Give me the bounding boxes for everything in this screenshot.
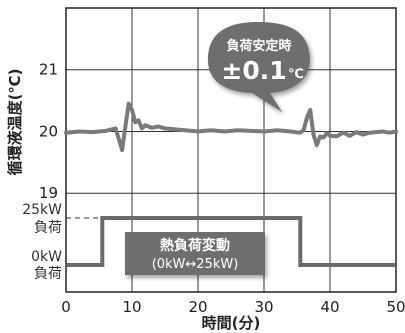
y-tick-label-20: 20 [39, 122, 58, 140]
load-label-25kw-suffix: 負荷 [34, 220, 62, 236]
stable-annotation-bubble [208, 22, 310, 112]
series-load-line [67, 216, 395, 267]
load-change-range: (0kW↔25kW) [152, 257, 239, 272]
x-tick-label-20: 20 [188, 298, 207, 316]
stable-annotation-value: ±0.1 [221, 56, 286, 85]
x-tick-label-0: 0 [61, 298, 71, 316]
load-change-title: 熱負荷変動 [160, 237, 230, 254]
y-tick-label-19: 19 [39, 184, 58, 202]
stable-annotation-title: 負荷安定時 [226, 38, 291, 54]
y-tick-label-21: 21 [39, 61, 58, 79]
x-tick-label-30: 30 [254, 298, 273, 316]
x-tick-label-10: 10 [122, 298, 141, 316]
y-tick-labels: 19 20 21 [39, 61, 58, 202]
x-tick-labels: 0 10 20 30 40 50 [61, 298, 405, 316]
x-tick-label-50: 50 [386, 298, 405, 316]
x-axis-label: 時間(分) [202, 314, 261, 332]
x-tick-label-40: 40 [320, 298, 339, 316]
load-label-0kw: 0kW [31, 249, 62, 265]
series-temperature-line [64, 101, 398, 152]
y-axis-label: 循環液温度(℃) [6, 69, 24, 176]
stable-annotation-unit: ℃ [288, 67, 304, 82]
load-label-25kw: 25kW [22, 202, 62, 218]
plot-frame [65, 7, 397, 293]
load-label-0kw-suffix: 負荷 [34, 266, 62, 282]
load-change-annotation-box [125, 232, 265, 275]
